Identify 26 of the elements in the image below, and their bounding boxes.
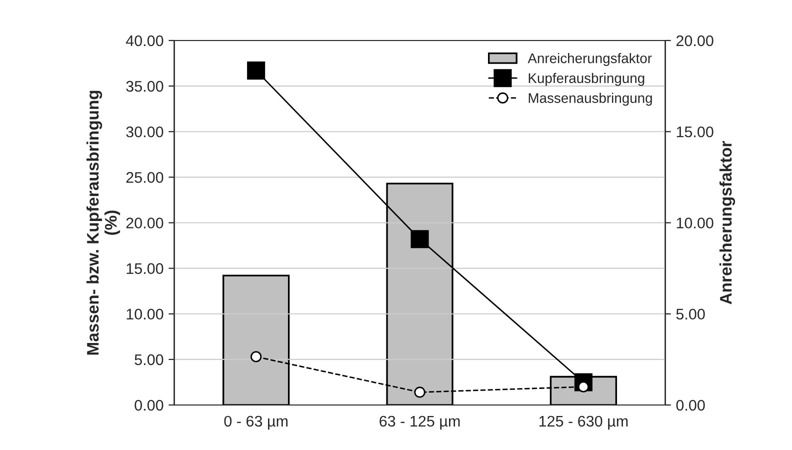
y2-tick-label: 10.00 <box>676 218 714 228</box>
legend-label: Anreicherungsfaktor <box>528 53 652 66</box>
y-tick-label: 30.00 <box>126 126 164 138</box>
y2-axis-title: Anreicherungsfaktor <box>719 141 736 304</box>
y-tick-label: 35.00 <box>126 80 164 92</box>
y2-tick-label: 20.00 <box>676 35 714 46</box>
x-tick-label: 125 - 630 µm <box>539 416 628 430</box>
x-tick-label: 63 - 125 µm <box>380 416 460 430</box>
y-tick-label: 25.00 <box>126 172 164 183</box>
y2-tick-label: 0.00 <box>676 400 705 411</box>
point <box>414 386 426 398</box>
y-tick-label: 0.00 <box>134 400 164 411</box>
y-tick-label: 15.00 <box>126 263 164 274</box>
y2-tick-label: 5.00 <box>676 308 705 320</box>
point <box>410 230 429 248</box>
y2-tick-label: 15.00 <box>676 126 714 138</box>
y-tick-label: 40.00 <box>126 35 164 46</box>
legend-label: Kupferausbringung <box>528 72 644 86</box>
y-tick-label: 10.00 <box>126 308 164 320</box>
legend-label: Massenausbringung <box>528 92 652 106</box>
y-axis-title: Massen- bzw. Kupferausbringung (%) <box>86 90 120 355</box>
y-tick-label: 5.00 <box>134 354 164 366</box>
point <box>250 351 262 362</box>
y-tick-label: 20.00 <box>126 218 164 228</box>
point <box>247 62 266 80</box>
x-tick-label: 0 - 63 µm <box>224 416 288 430</box>
